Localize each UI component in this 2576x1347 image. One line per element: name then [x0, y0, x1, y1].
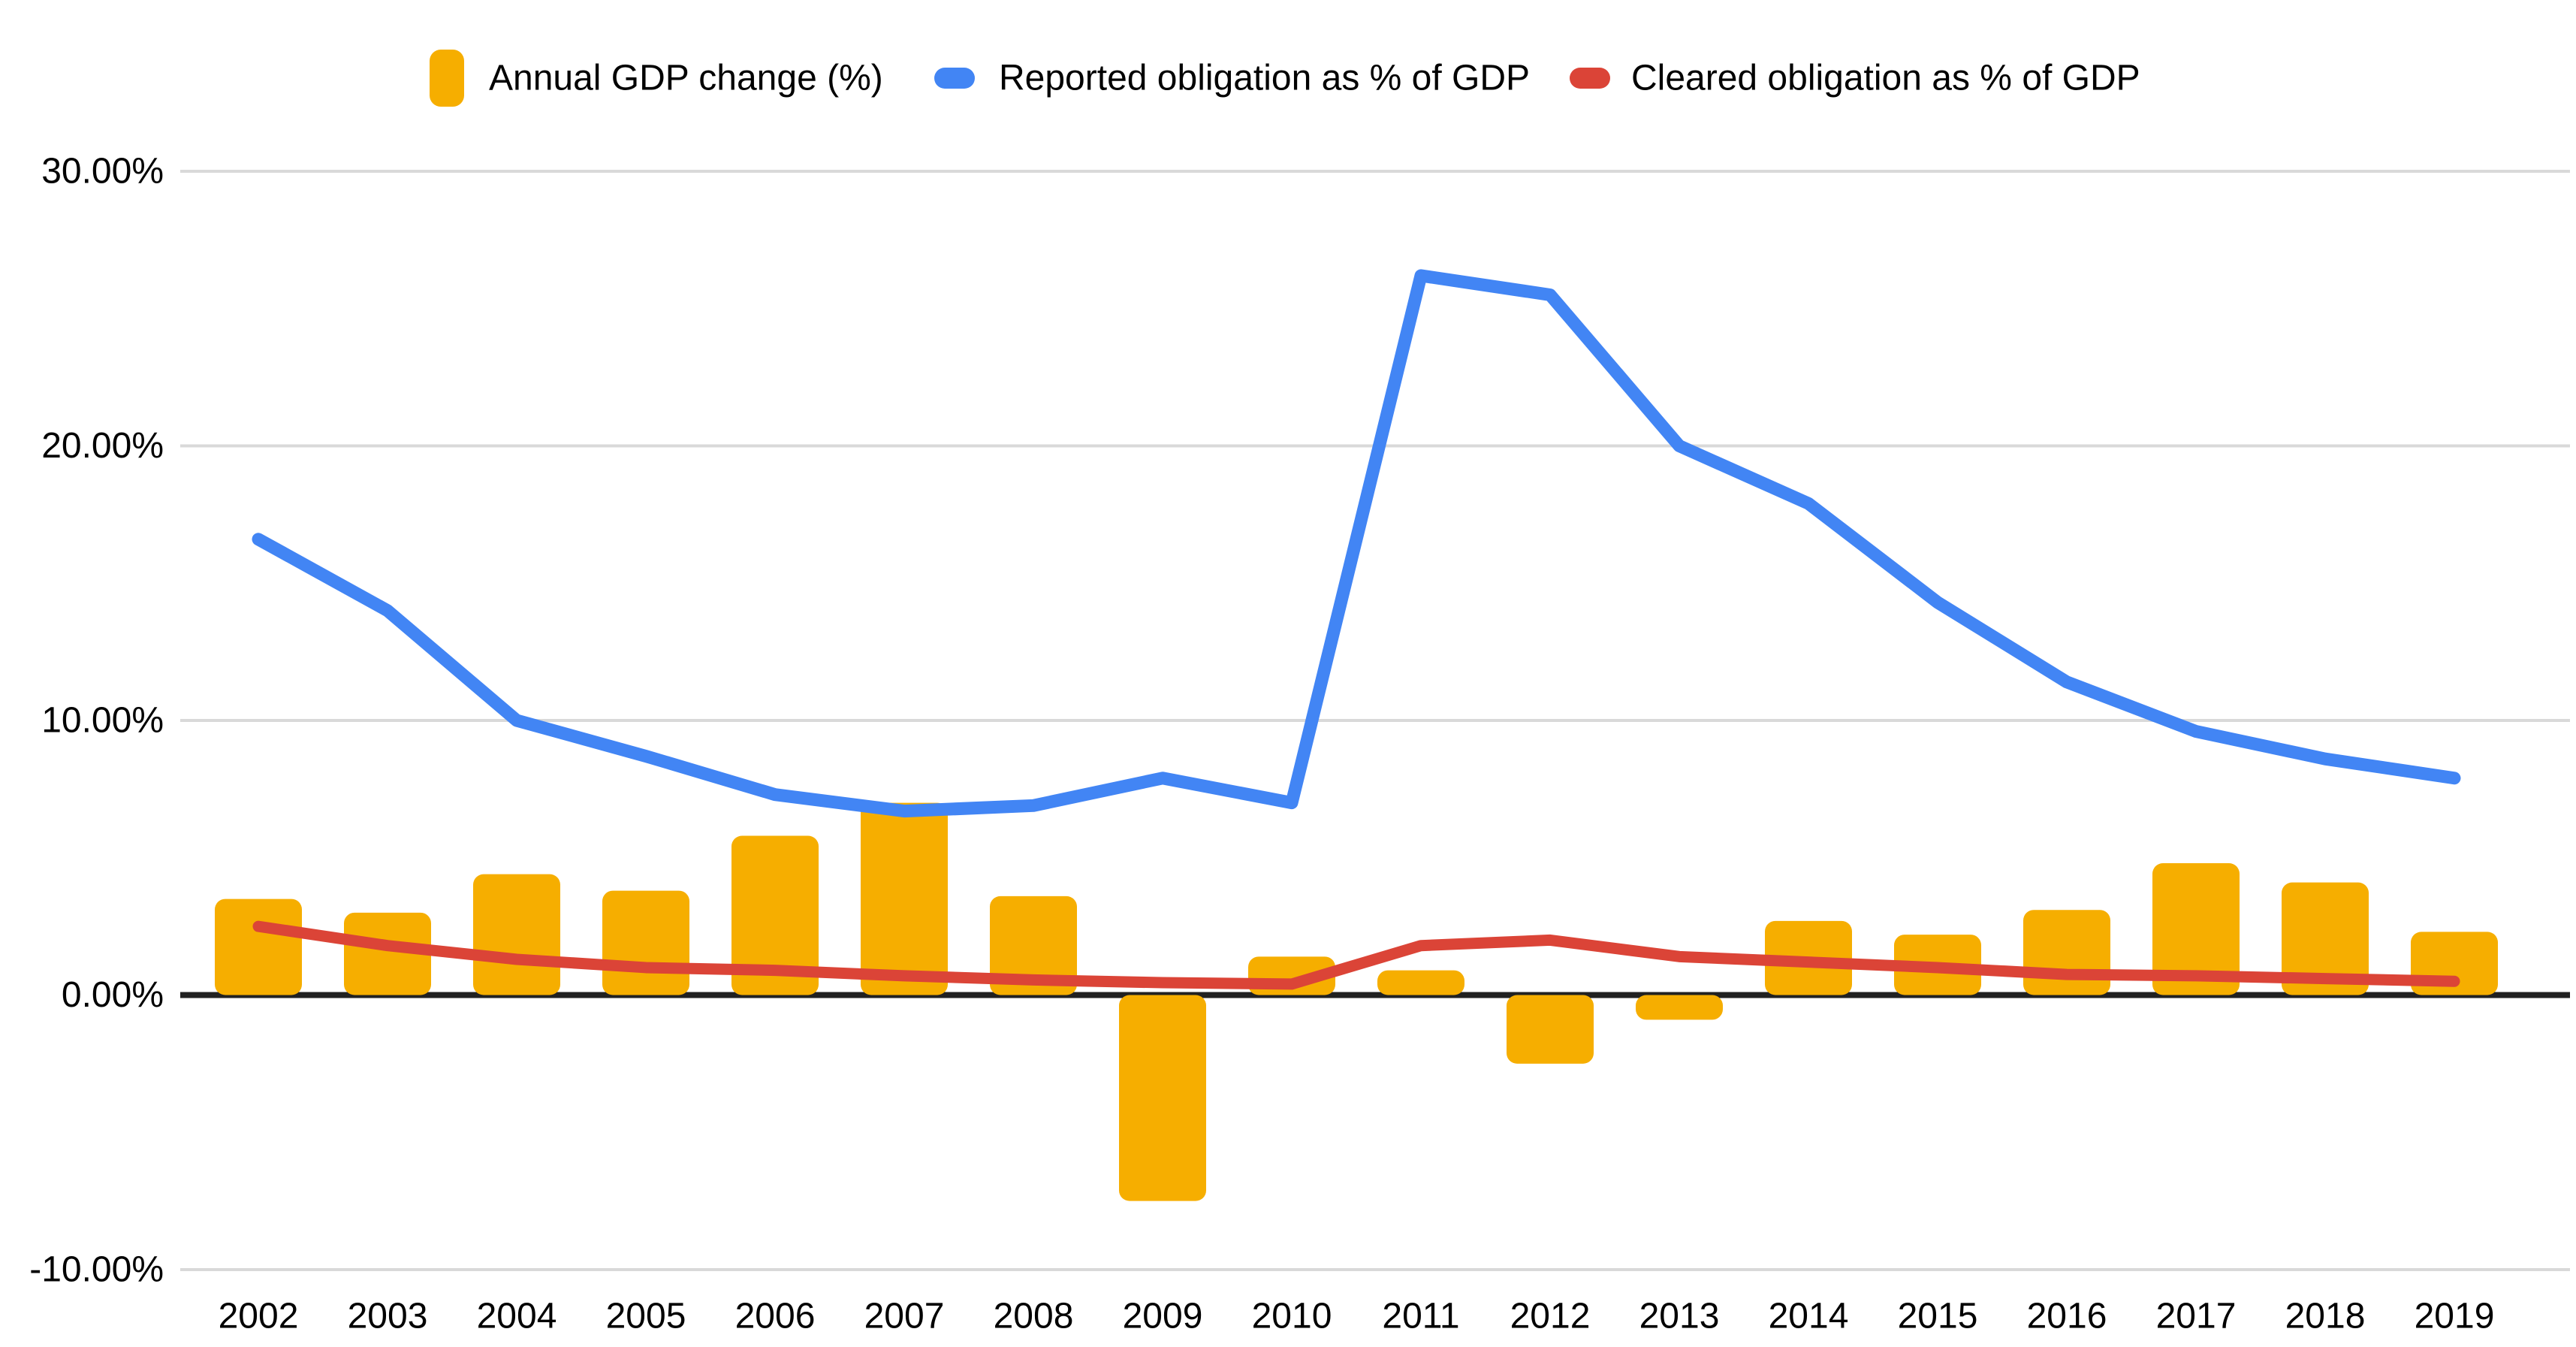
y-tick-label-20: 20.00%	[41, 426, 164, 466]
line-swatch-icon	[1570, 68, 1610, 89]
legend-label: Reported obligation as % of GDP	[999, 59, 1530, 98]
y-tick-label--10: -10.00%	[29, 1250, 164, 1290]
bar-2017	[2152, 863, 2240, 995]
legend-item-cleared-obligation: Cleared obligation as % of GDP	[1570, 59, 2140, 98]
x-tick-label-2009: 2009	[1123, 1297, 1203, 1336]
bar-2007	[861, 802, 948, 995]
y-axis-labels: 30.00% 20.00% 10.00% 0.00% -10.00%	[29, 152, 164, 1290]
reported-obligation-line	[252, 269, 2461, 818]
x-tick-label-2011: 2011	[1382, 1297, 1459, 1336]
bar-2006	[731, 835, 819, 995]
x-tick-label-2013: 2013	[1639, 1297, 1720, 1336]
legend: Annual GDP change (%) Reported obligatio…	[430, 50, 2140, 107]
x-tick-label-2005: 2005	[606, 1297, 686, 1336]
x-tick-label-2002: 2002	[219, 1297, 299, 1336]
bar-2016	[2023, 910, 2110, 995]
legend-item-reported-obligation: Reported obligation as % of GDP	[934, 59, 1530, 98]
bar-2008	[990, 895, 1077, 995]
bar-2012	[1507, 995, 1594, 1064]
bar-2013	[1636, 995, 1723, 1020]
bar-swatch-icon	[430, 50, 464, 107]
bar-2018	[2282, 882, 2369, 995]
x-tick-label-2006: 2006	[735, 1297, 816, 1336]
bar-2004	[473, 874, 560, 995]
line-swatch-icon	[934, 68, 975, 89]
x-tick-label-2004: 2004	[477, 1297, 557, 1336]
y-tick-label-10: 10.00%	[41, 701, 164, 741]
x-tick-label-2003: 2003	[348, 1297, 428, 1336]
x-tick-label-2015: 2015	[1898, 1297, 1978, 1336]
legend-item-annual-gdp-change: Annual GDP change (%)	[430, 50, 883, 107]
bar-2003	[344, 912, 431, 995]
x-tick-label-2014: 2014	[1769, 1297, 1849, 1336]
legend-label: Annual GDP change (%)	[489, 59, 883, 98]
y-tick-label-30: 30.00%	[41, 152, 164, 192]
x-tick-label-2008: 2008	[994, 1297, 1074, 1336]
x-tick-label-2016: 2016	[2027, 1297, 2107, 1336]
x-tick-label-2010: 2010	[1252, 1297, 1332, 1336]
legend-label: Cleared obligation as % of GDP	[1631, 59, 2140, 98]
x-tick-label-2018: 2018	[2285, 1297, 2366, 1336]
y-tick-label-0: 0.00%	[62, 975, 164, 1015]
bar-2009	[1119, 995, 1206, 1201]
bar-2011	[1377, 970, 1464, 995]
x-axis-labels: 2002 2003 2004 2005 2006 2007 2008 2009 2010 2011…	[219, 1297, 2495, 1336]
x-tick-label-2017: 2017	[2156, 1297, 2237, 1336]
x-tick-label-2007: 2007	[864, 1297, 945, 1336]
x-tick-label-2012: 2012	[1510, 1297, 1591, 1336]
bar-2005	[602, 890, 689, 995]
cleared-obligation-line	[252, 920, 2460, 990]
bar-2002	[215, 899, 302, 995]
bar-series-annual-gdp-change	[215, 802, 2498, 1201]
x-tick-label-2019: 2019	[2415, 1297, 2495, 1336]
